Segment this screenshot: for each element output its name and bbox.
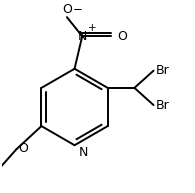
Text: −: − <box>73 3 82 16</box>
Text: Br: Br <box>155 64 169 77</box>
Text: Br: Br <box>155 99 169 112</box>
Text: O: O <box>62 3 72 16</box>
Text: N: N <box>78 146 88 159</box>
Text: O: O <box>118 30 128 43</box>
Text: N: N <box>78 30 87 43</box>
Text: +: + <box>88 23 97 33</box>
Text: O: O <box>19 142 28 155</box>
